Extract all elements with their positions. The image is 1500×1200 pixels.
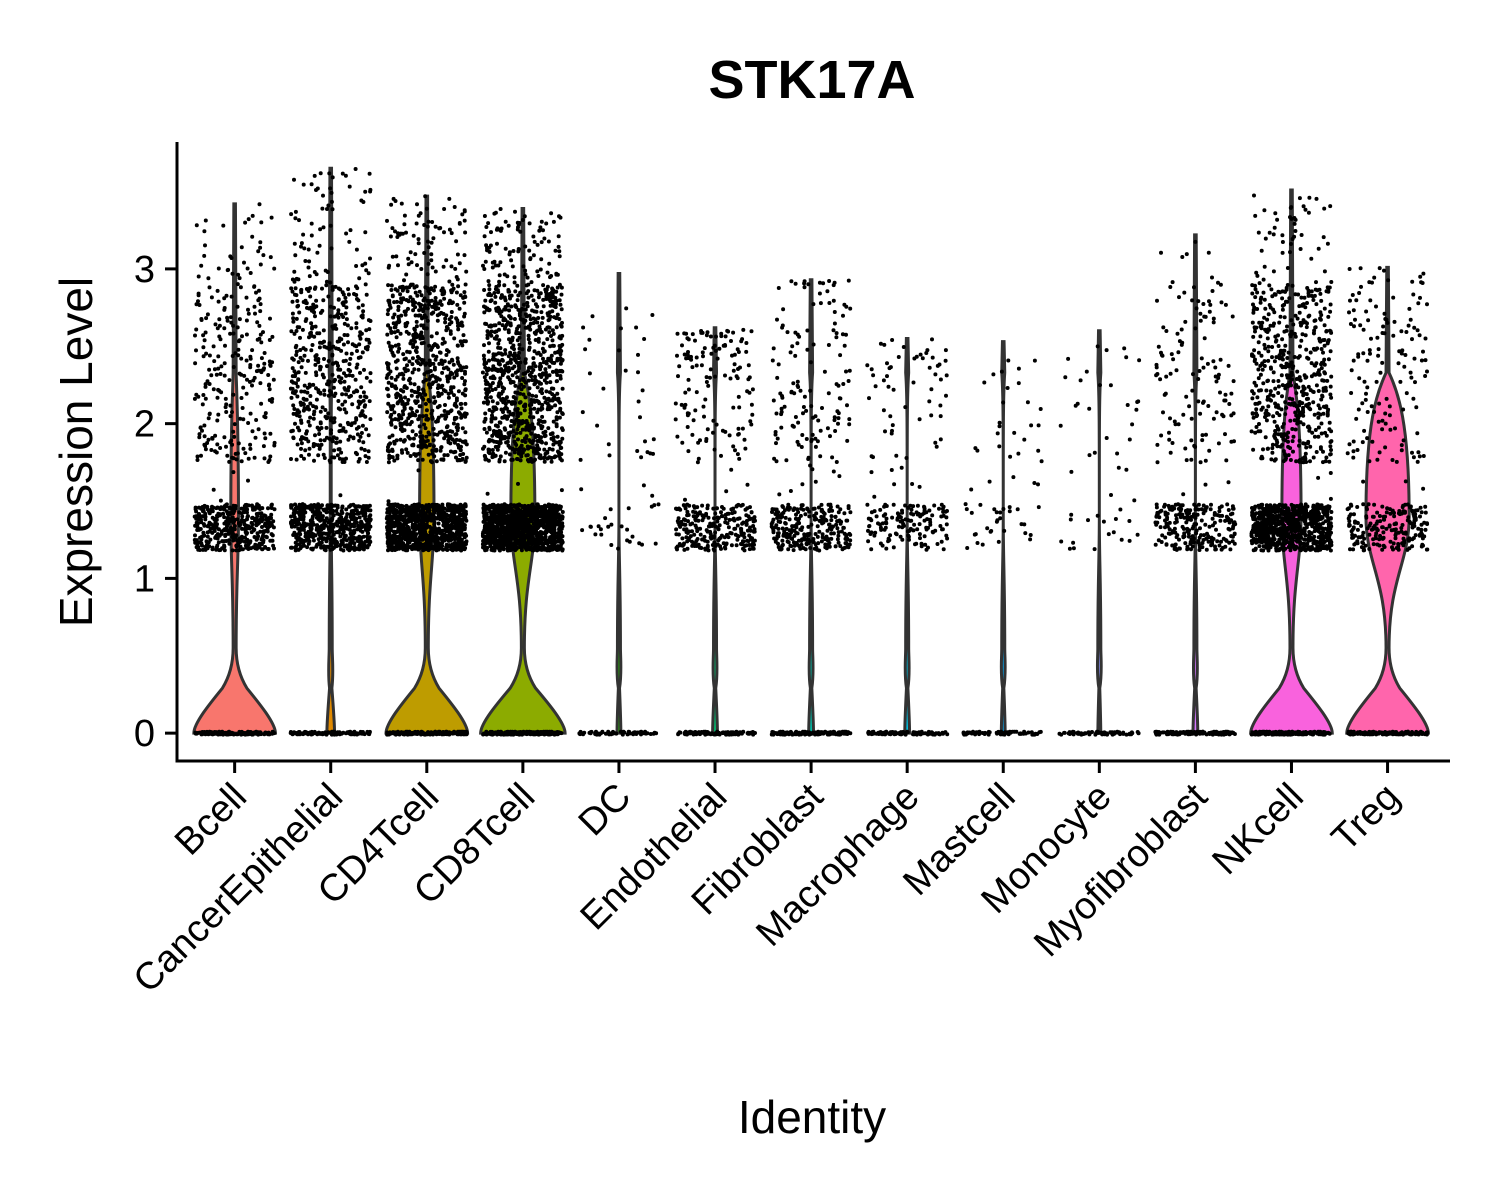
x-tick-label-DC: DC — [571, 776, 640, 845]
points-cloud-Macrophage — [865, 337, 950, 737]
violin-Endothelial — [711, 326, 719, 735]
violin-DC — [615, 272, 623, 735]
points-NKcell — [1249, 193, 1334, 737]
violin-CancerEpithelial — [325, 166, 337, 735]
violin-Fibroblast — [807, 278, 815, 735]
y-tick-label-1: 1 — [134, 558, 155, 600]
jitter-points — [192, 167, 1430, 737]
violin-Treg — [1345, 265, 1430, 735]
x-axis-title: Identity — [738, 1091, 886, 1143]
y-tick-label-0: 0 — [134, 713, 155, 755]
x-tick-label-Bcell: Bcell — [167, 776, 255, 864]
x-tick-label-NKcell: NKcell — [1204, 776, 1311, 883]
violin-Myofibroblast — [1191, 233, 1200, 735]
violin-Bcell — [192, 202, 277, 735]
points-Macrophage — [865, 337, 950, 737]
points-CancerEpithelial — [288, 167, 373, 737]
points-cloud-DC — [577, 306, 661, 737]
chart-title: STK17A — [708, 50, 915, 110]
points-CD4Tcell — [384, 194, 469, 737]
points-cloud-NKcell — [1249, 193, 1334, 737]
points-cloud-CD4Tcell — [384, 194, 469, 737]
points-cloud-Fibroblast — [769, 278, 853, 737]
y-axis-title: Expression Level — [50, 277, 102, 627]
points-cloud-Endothelial — [673, 327, 757, 737]
violin-CD4Tcell — [384, 194, 470, 735]
points-Fibroblast — [769, 278, 853, 737]
points-DC — [577, 306, 661, 737]
y-ticks: 0 1 2 3 — [134, 249, 177, 755]
violin-Monocyte — [1095, 329, 1103, 735]
y-tick-label-3: 3 — [134, 249, 155, 291]
points-cloud-CancerEpithelial — [288, 167, 373, 737]
violin-CD8Tcell — [479, 207, 567, 735]
axes — [175, 142, 1450, 763]
y-tick-label-2: 2 — [134, 404, 155, 446]
x-tick-label-Treg: Treg — [1324, 776, 1408, 860]
points-Endothelial — [673, 327, 757, 737]
violin-Mastcell — [999, 340, 1007, 735]
plot-area — [192, 166, 1430, 735]
